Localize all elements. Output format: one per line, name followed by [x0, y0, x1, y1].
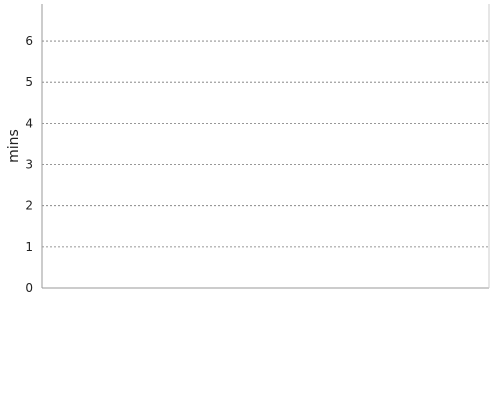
y-tick-label: 0: [25, 281, 33, 295]
axes: [41, 4, 490, 289]
y-tick-label: 4: [25, 116, 33, 130]
y-tick-label: 5: [25, 75, 33, 89]
y-tick-label: 6: [25, 34, 33, 48]
y-axis-label: mins: [6, 129, 22, 163]
y-tick-label: 3: [25, 158, 33, 172]
y-tick-label: 1: [25, 240, 33, 254]
y-tick-labels: 0 1 2 3 4 5 6: [25, 34, 33, 295]
grid-lines: [42, 40, 489, 248]
y-tick-label: 2: [25, 199, 33, 213]
